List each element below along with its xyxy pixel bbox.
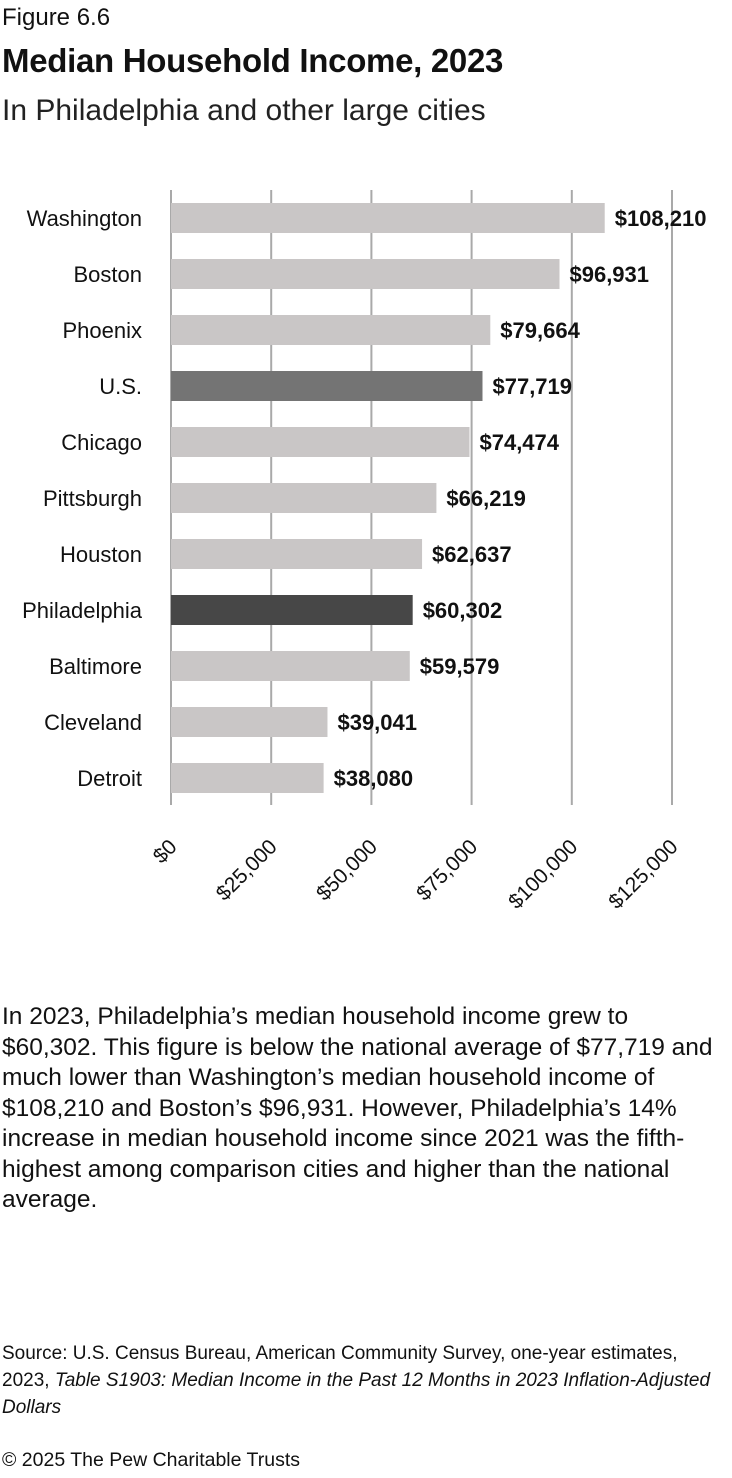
x-tick-label: $75,000 [412, 835, 482, 905]
figure-label: Figure 6.6 [2, 4, 111, 31]
data-label: $39,041 [337, 710, 417, 735]
bar [171, 203, 605, 233]
chart-subtitle: In Philadelphia and other large cities [2, 94, 486, 127]
bar [171, 595, 413, 625]
data-label: $59,579 [420, 654, 500, 679]
bar [171, 427, 470, 457]
source-table-title: Table S1903: Median Income in the Past 1… [2, 1370, 711, 1418]
category-label: Pittsburgh [43, 486, 142, 511]
bar [171, 371, 483, 401]
x-tick-label: $50,000 [312, 835, 382, 905]
category-label: Chicago [61, 430, 142, 455]
data-label: $60,302 [423, 598, 503, 623]
data-label: $108,210 [615, 206, 707, 231]
category-label: Washington [27, 206, 142, 231]
bar [171, 539, 423, 569]
data-label: $38,080 [334, 766, 414, 791]
category-label: Philadelphia [22, 598, 143, 623]
data-label: $74,474 [479, 430, 559, 455]
bar [171, 651, 410, 681]
source-note: Source: U.S. Census Bureau, American Com… [2, 1340, 730, 1421]
category-label: Houston [60, 542, 142, 567]
category-label: Phoenix [62, 318, 142, 343]
category-label: U.S. [99, 374, 142, 399]
source-prefix: Source: U.S. Census Bureau, American Com… [2, 1343, 678, 1391]
data-label: $96,931 [569, 262, 649, 287]
bar [171, 483, 437, 513]
data-label: $79,664 [500, 318, 580, 343]
bar [171, 259, 560, 289]
copyright: © 2025 The Pew Charitable Trusts [2, 1449, 300, 1471]
data-label: $66,219 [446, 486, 526, 511]
category-label: Boston [74, 262, 143, 287]
chart-title: Median Household Income, 2023 [2, 42, 504, 79]
data-label: $77,719 [492, 374, 572, 399]
category-label: Cleveland [44, 710, 142, 735]
data-label: $62,637 [432, 542, 512, 567]
bar [171, 763, 324, 793]
x-tick-label: $125,000 [604, 835, 682, 913]
bar [171, 707, 328, 737]
bar-chart: $0 $25,000 $50,000 $75,000 $100,000 $125,000 W… [22, 190, 707, 913]
x-tick-label: $25,000 [212, 835, 282, 905]
bar [171, 315, 491, 345]
x-tick-label: $100,000 [504, 835, 582, 913]
category-label: Baltimore [49, 654, 142, 679]
category-label: Detroit [77, 766, 142, 791]
body-text: In 2023, Philadelphia’s median household… [2, 1003, 713, 1213]
x-tick-label: $0 [149, 835, 182, 868]
